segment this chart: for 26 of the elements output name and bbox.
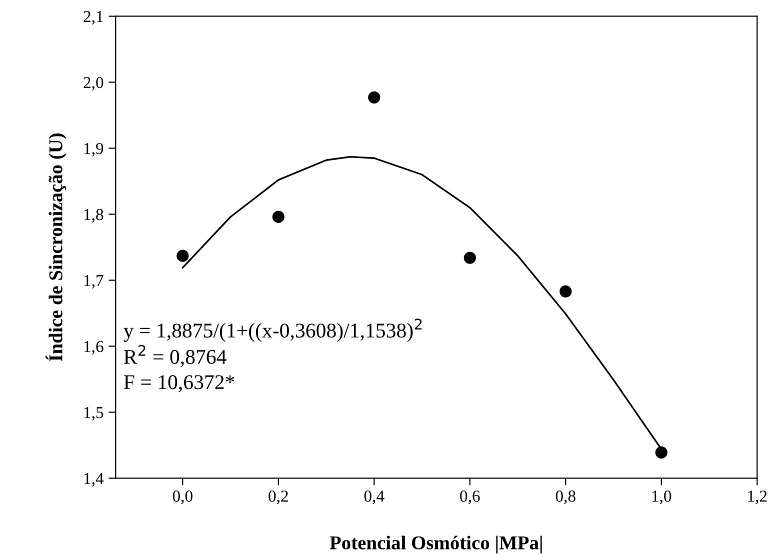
annotation: y = 1,8875/(1+((x-0,3608)/1,1538)$^{2}$ xyxy=(124,318,422,342)
point xyxy=(560,285,572,298)
point xyxy=(368,91,380,104)
y-tick-label: 1,8 xyxy=(84,208,104,223)
x-tick-label: 0,6 xyxy=(460,490,480,504)
y-tick-label: 1,9 xyxy=(84,142,104,157)
annotation: R$^{2}$ = 0,8764 xyxy=(124,344,226,367)
x-tick-label: 0,2 xyxy=(268,490,288,504)
x-axis-title: Potencial Osmótico |MPa| xyxy=(330,536,542,554)
point xyxy=(272,210,284,223)
x-tick-label: 0,0 xyxy=(172,490,192,504)
y-tick-label: 1,7 xyxy=(84,275,104,289)
y-tick-label: 1,6 xyxy=(84,340,104,355)
point xyxy=(655,446,668,459)
x-tick-label: 1,2 xyxy=(748,490,767,504)
x-tick-label: 1,0 xyxy=(652,490,672,504)
y-tick-label: 1,5 xyxy=(84,407,104,421)
annotation: F = 10,6372* xyxy=(124,375,234,392)
y-tick-label: 2,0 xyxy=(84,76,104,91)
x-tick-label: 0,4 xyxy=(364,490,384,504)
y-tick-label: 2,1 xyxy=(84,10,103,25)
x-tick-label: 0,8 xyxy=(556,490,576,504)
y-axis-title: Índice de Sincronização (U) xyxy=(46,133,66,362)
point xyxy=(176,250,189,262)
point xyxy=(464,252,476,264)
y-tick-label: 1,4 xyxy=(84,473,104,487)
